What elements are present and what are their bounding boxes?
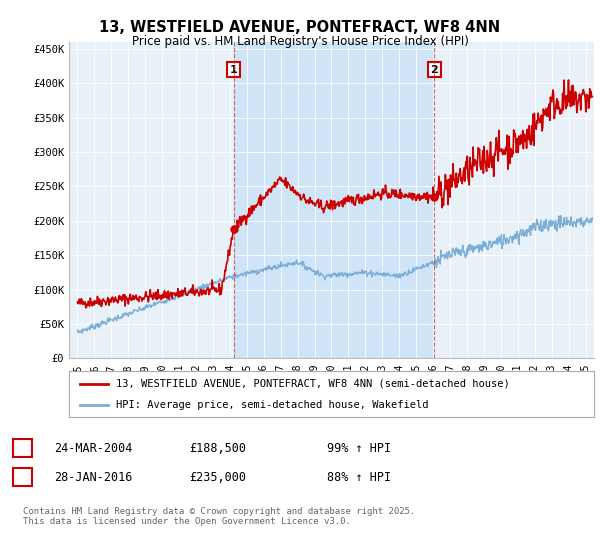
Text: Price paid vs. HM Land Registry's House Price Index (HPI): Price paid vs. HM Land Registry's House …	[131, 35, 469, 48]
Text: 2: 2	[19, 470, 26, 484]
Text: 13, WESTFIELD AVENUE, PONTEFRACT, WF8 4NN: 13, WESTFIELD AVENUE, PONTEFRACT, WF8 4N…	[100, 20, 500, 35]
Bar	[234, 42, 434, 358]
Text: £188,500: £188,500	[189, 441, 246, 455]
Text: 1: 1	[19, 441, 26, 455]
Text: Contains HM Land Registry data © Crown copyright and database right 2025.
This d: Contains HM Land Registry data © Crown c…	[23, 507, 415, 526]
Text: 13, WESTFIELD AVENUE, PONTEFRACT, WF8 4NN (semi-detached house): 13, WESTFIELD AVENUE, PONTEFRACT, WF8 4N…	[116, 379, 510, 389]
Text: 1: 1	[230, 64, 238, 74]
Text: 99% ↑ HPI: 99% ↑ HPI	[327, 441, 391, 455]
Text: £235,000: £235,000	[189, 470, 246, 484]
Text: HPI: Average price, semi-detached house, Wakefield: HPI: Average price, semi-detached house,…	[116, 400, 429, 410]
Text: 88% ↑ HPI: 88% ↑ HPI	[327, 470, 391, 484]
Text: 28-JAN-2016: 28-JAN-2016	[54, 470, 133, 484]
Text: 24-MAR-2004: 24-MAR-2004	[54, 441, 133, 455]
Text: 2: 2	[431, 64, 439, 74]
